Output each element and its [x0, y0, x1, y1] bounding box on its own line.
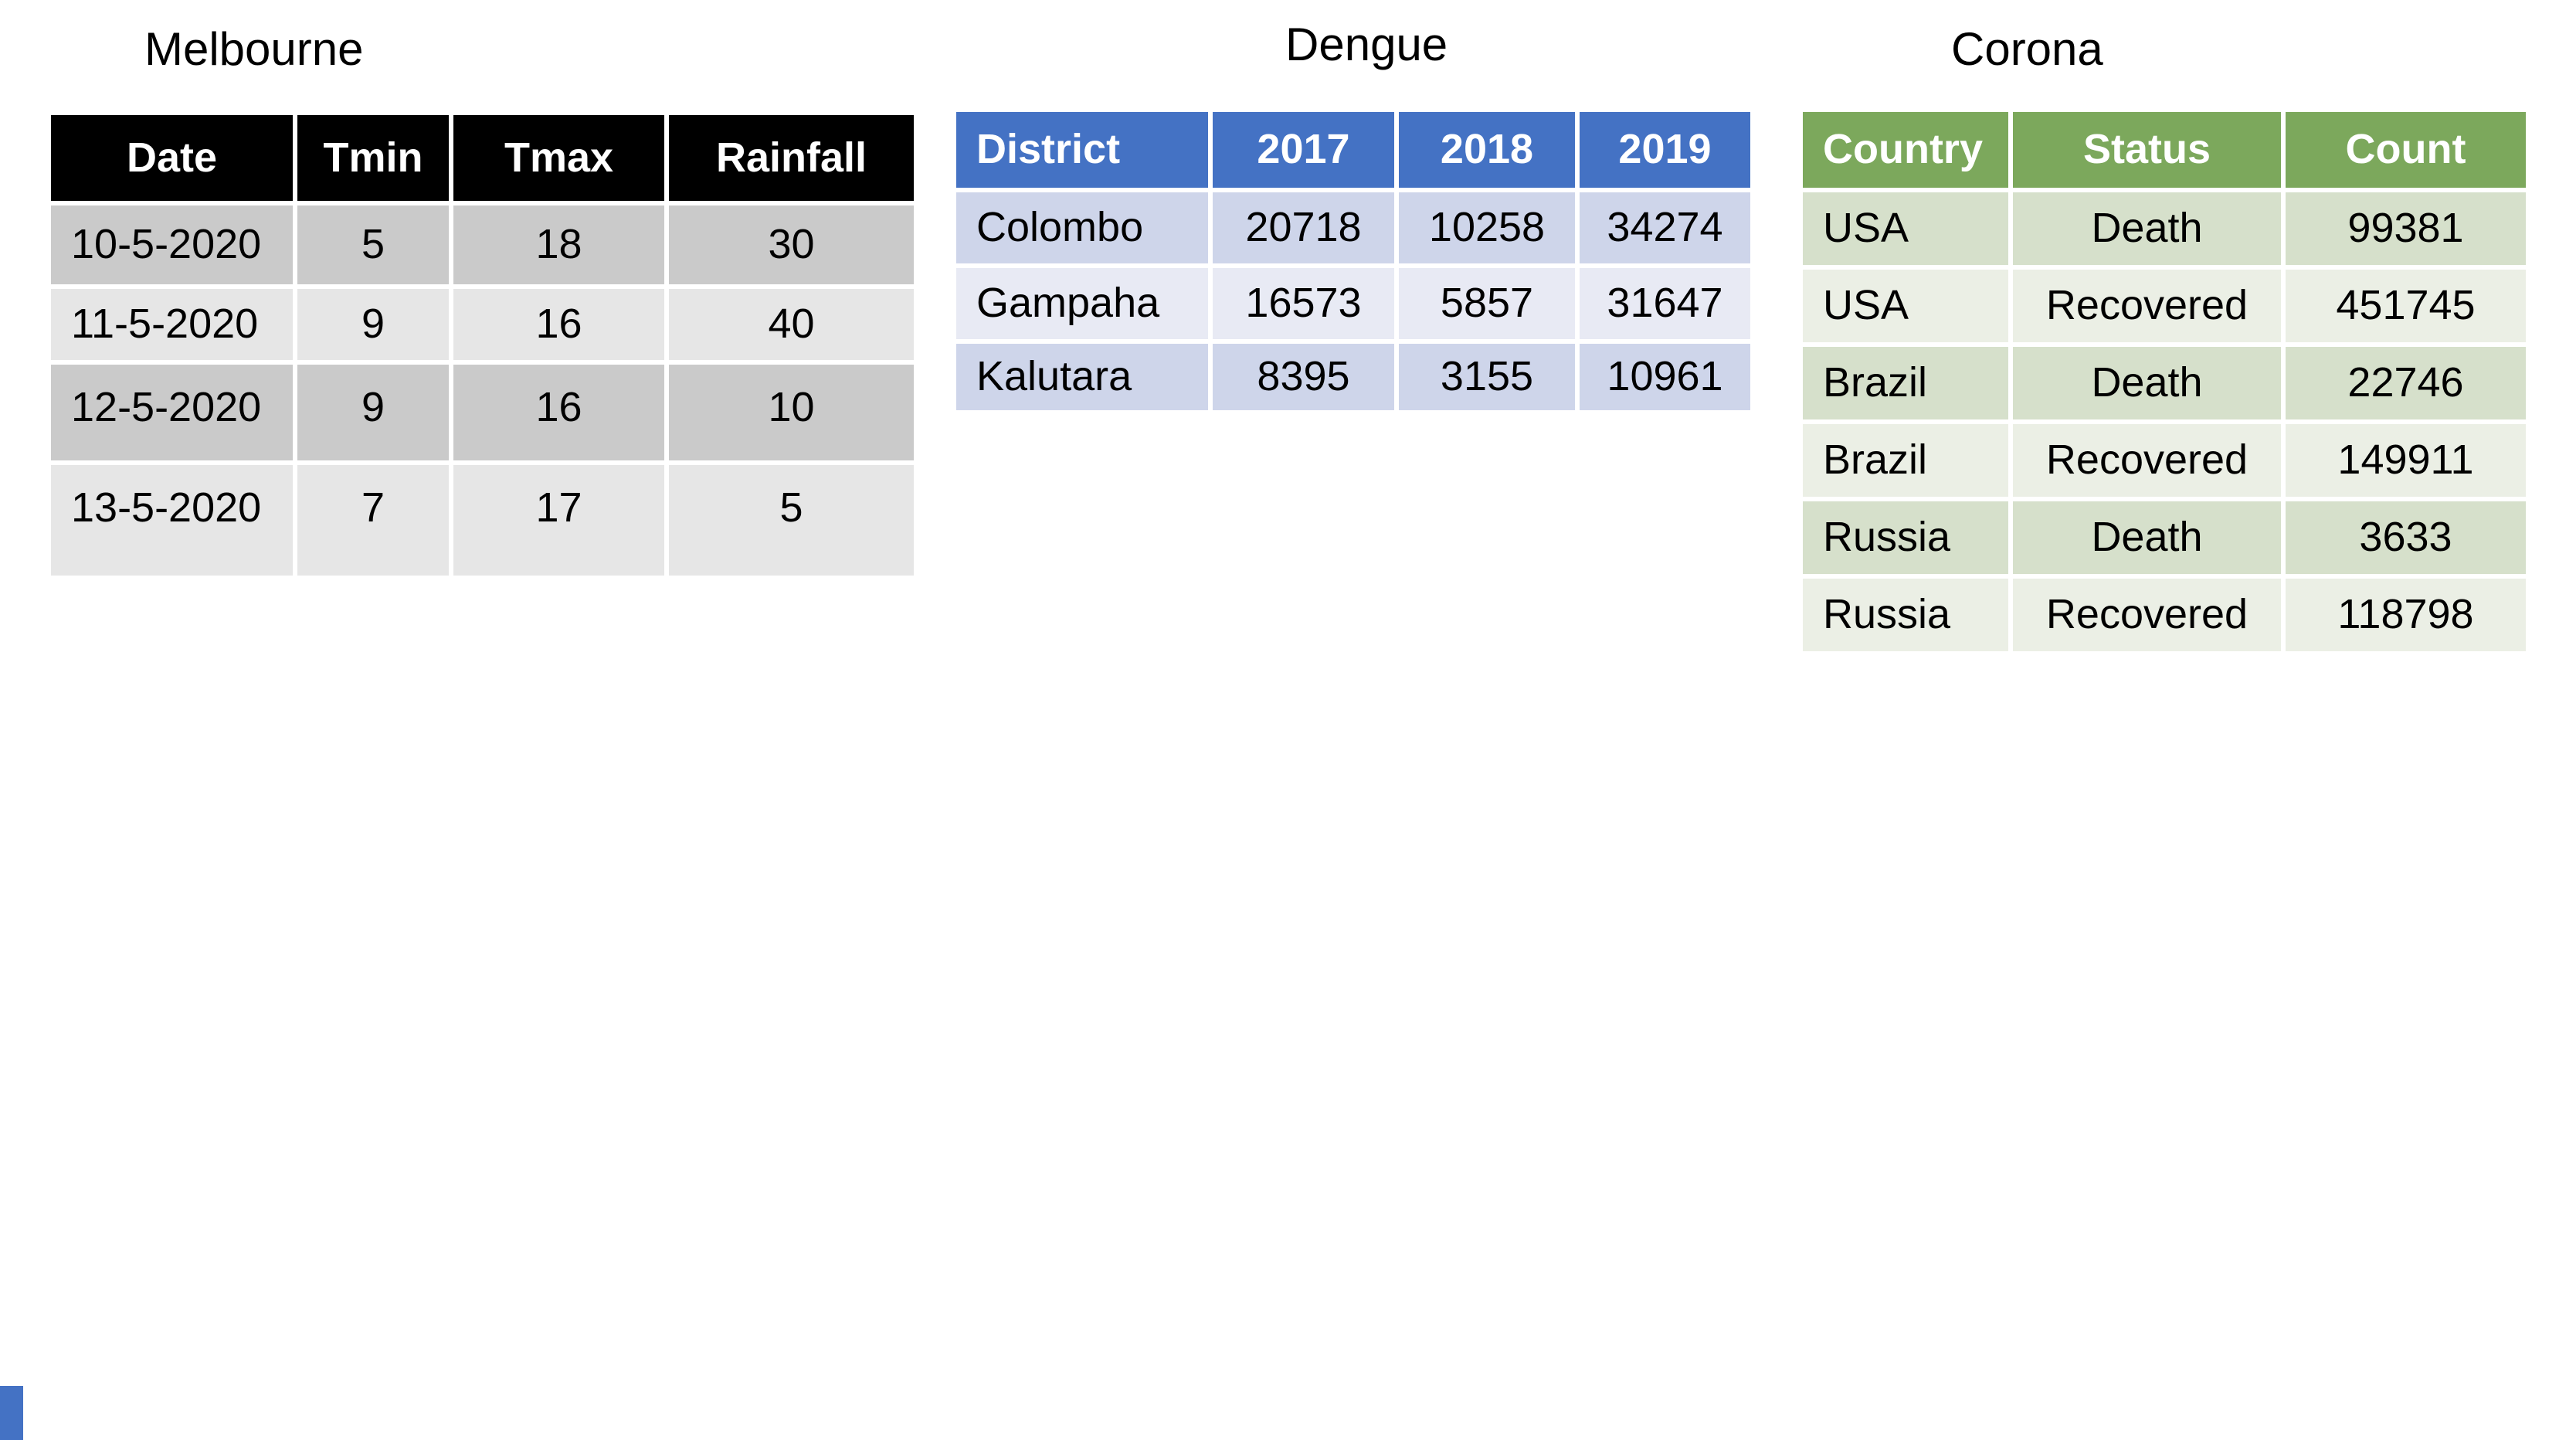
- header-cell: Tmin: [297, 115, 449, 201]
- table-cell: 99381: [2286, 192, 2526, 265]
- table-cell: 451745: [2286, 270, 2526, 342]
- table-cell: Brazil: [1803, 424, 2008, 497]
- table-cell: 10258: [1399, 192, 1575, 263]
- table-cell: 13-5-2020: [51, 465, 293, 576]
- header-cell: 2018: [1399, 112, 1575, 188]
- table-cell: 10: [669, 365, 914, 460]
- table-cell: 7: [297, 465, 449, 576]
- table-cell: 16: [453, 365, 664, 460]
- table-cell: Recovered: [2013, 270, 2281, 342]
- table-cell: 22746: [2286, 347, 2526, 419]
- table-title-corona: Corona: [1951, 23, 2103, 75]
- melbourne-weather-table: Date Tmin Tmax Rainfall 10-5-2020 5 18 30 11-5-2…: [51, 115, 914, 576]
- table-cell: Death: [2013, 192, 2281, 265]
- table-cell: 30: [669, 205, 914, 284]
- table-cell: Colombo: [956, 192, 1208, 263]
- table-cell: Recovered: [2013, 579, 2281, 651]
- table-cell: Death: [2013, 347, 2281, 419]
- table-cell: Recovered: [2013, 424, 2281, 497]
- table-title-dengue: Dengue: [1285, 19, 1448, 70]
- header-cell: Date: [51, 115, 293, 201]
- table-cell: 16573: [1213, 268, 1394, 339]
- table-cell: Russia: [1803, 501, 2008, 574]
- header-cell: Status: [2013, 112, 2281, 188]
- table-cell: Brazil: [1803, 347, 2008, 419]
- table-cell: 16: [453, 289, 664, 360]
- table-cell: 12-5-2020: [51, 365, 293, 460]
- header-cell: Tmax: [453, 115, 664, 201]
- table-cell: 17: [453, 465, 664, 576]
- table-cell: 5857: [1399, 268, 1575, 339]
- table-cell: 10961: [1580, 344, 1750, 410]
- table-title-melbourne: Melbourne: [144, 23, 364, 75]
- table-cell: 3155: [1399, 344, 1575, 410]
- table-cell: 10-5-2020: [51, 205, 293, 284]
- table-cell: USA: [1803, 192, 2008, 265]
- table-cell: Kalutara: [956, 344, 1208, 410]
- table-cell: 5: [297, 205, 449, 284]
- table-cell: 149911: [2286, 424, 2526, 497]
- table-cell: 9: [297, 365, 449, 460]
- header-cell: Rainfall: [669, 115, 914, 201]
- header-cell: Count: [2286, 112, 2526, 188]
- corner-accent-rectangle: [0, 1386, 23, 1440]
- table-cell: Gampaha: [956, 268, 1208, 339]
- table-cell: 9: [297, 289, 449, 360]
- header-cell: District: [956, 112, 1208, 188]
- header-cell: 2017: [1213, 112, 1394, 188]
- table-cell: 34274: [1580, 192, 1750, 263]
- table-cell: 11-5-2020: [51, 289, 293, 360]
- table-cell: Death: [2013, 501, 2281, 574]
- header-cell: 2019: [1580, 112, 1750, 188]
- corona-cases-table: Country Status Count USA Death 99381 USA Recove…: [1803, 112, 2526, 651]
- header-cell: Country: [1803, 112, 2008, 188]
- table-cell: 20718: [1213, 192, 1394, 263]
- table-cell: 5: [669, 465, 914, 576]
- table-cell: Russia: [1803, 579, 2008, 651]
- table-cell: 3633: [2286, 501, 2526, 574]
- table-cell: 118798: [2286, 579, 2526, 651]
- table-cell: 31647: [1580, 268, 1750, 339]
- table-cell: 18: [453, 205, 664, 284]
- dengue-cases-table: District 2017 2018 2019 Colombo 20718 10258 342…: [956, 112, 1750, 410]
- table-cell: 8395: [1213, 344, 1394, 410]
- table-cell: USA: [1803, 270, 2008, 342]
- table-cell: 40: [669, 289, 914, 360]
